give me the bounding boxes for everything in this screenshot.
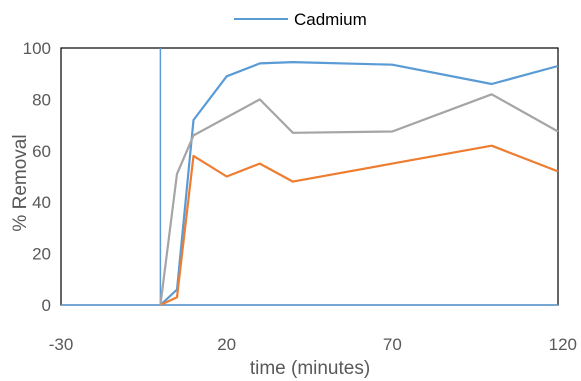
x-tick-label: 120 bbox=[549, 335, 577, 354]
y-tick-label: 40 bbox=[32, 193, 51, 212]
x-axis-label: time (minutes) bbox=[250, 358, 370, 379]
legend: Cadmium bbox=[234, 10, 367, 29]
y-tick-label: 80 bbox=[32, 90, 51, 109]
x-tick-label: -30 bbox=[49, 335, 74, 354]
series-line-2 bbox=[159, 144, 559, 306]
y-axis-label: % Removal bbox=[10, 134, 31, 231]
y-tick-label: 20 bbox=[32, 245, 51, 264]
plot-frame bbox=[60, 47, 559, 306]
x-tick-label: 70 bbox=[383, 335, 402, 354]
y-tick-label: 0 bbox=[42, 296, 51, 315]
legend-label-cadmium: Cadmium bbox=[294, 10, 367, 29]
y-tick-label: 60 bbox=[32, 142, 51, 161]
series-line-3 bbox=[159, 93, 559, 306]
x-tick-label: 20 bbox=[217, 335, 236, 354]
series-line-1 bbox=[159, 60, 559, 306]
y-tick-label: 100 bbox=[23, 39, 51, 58]
